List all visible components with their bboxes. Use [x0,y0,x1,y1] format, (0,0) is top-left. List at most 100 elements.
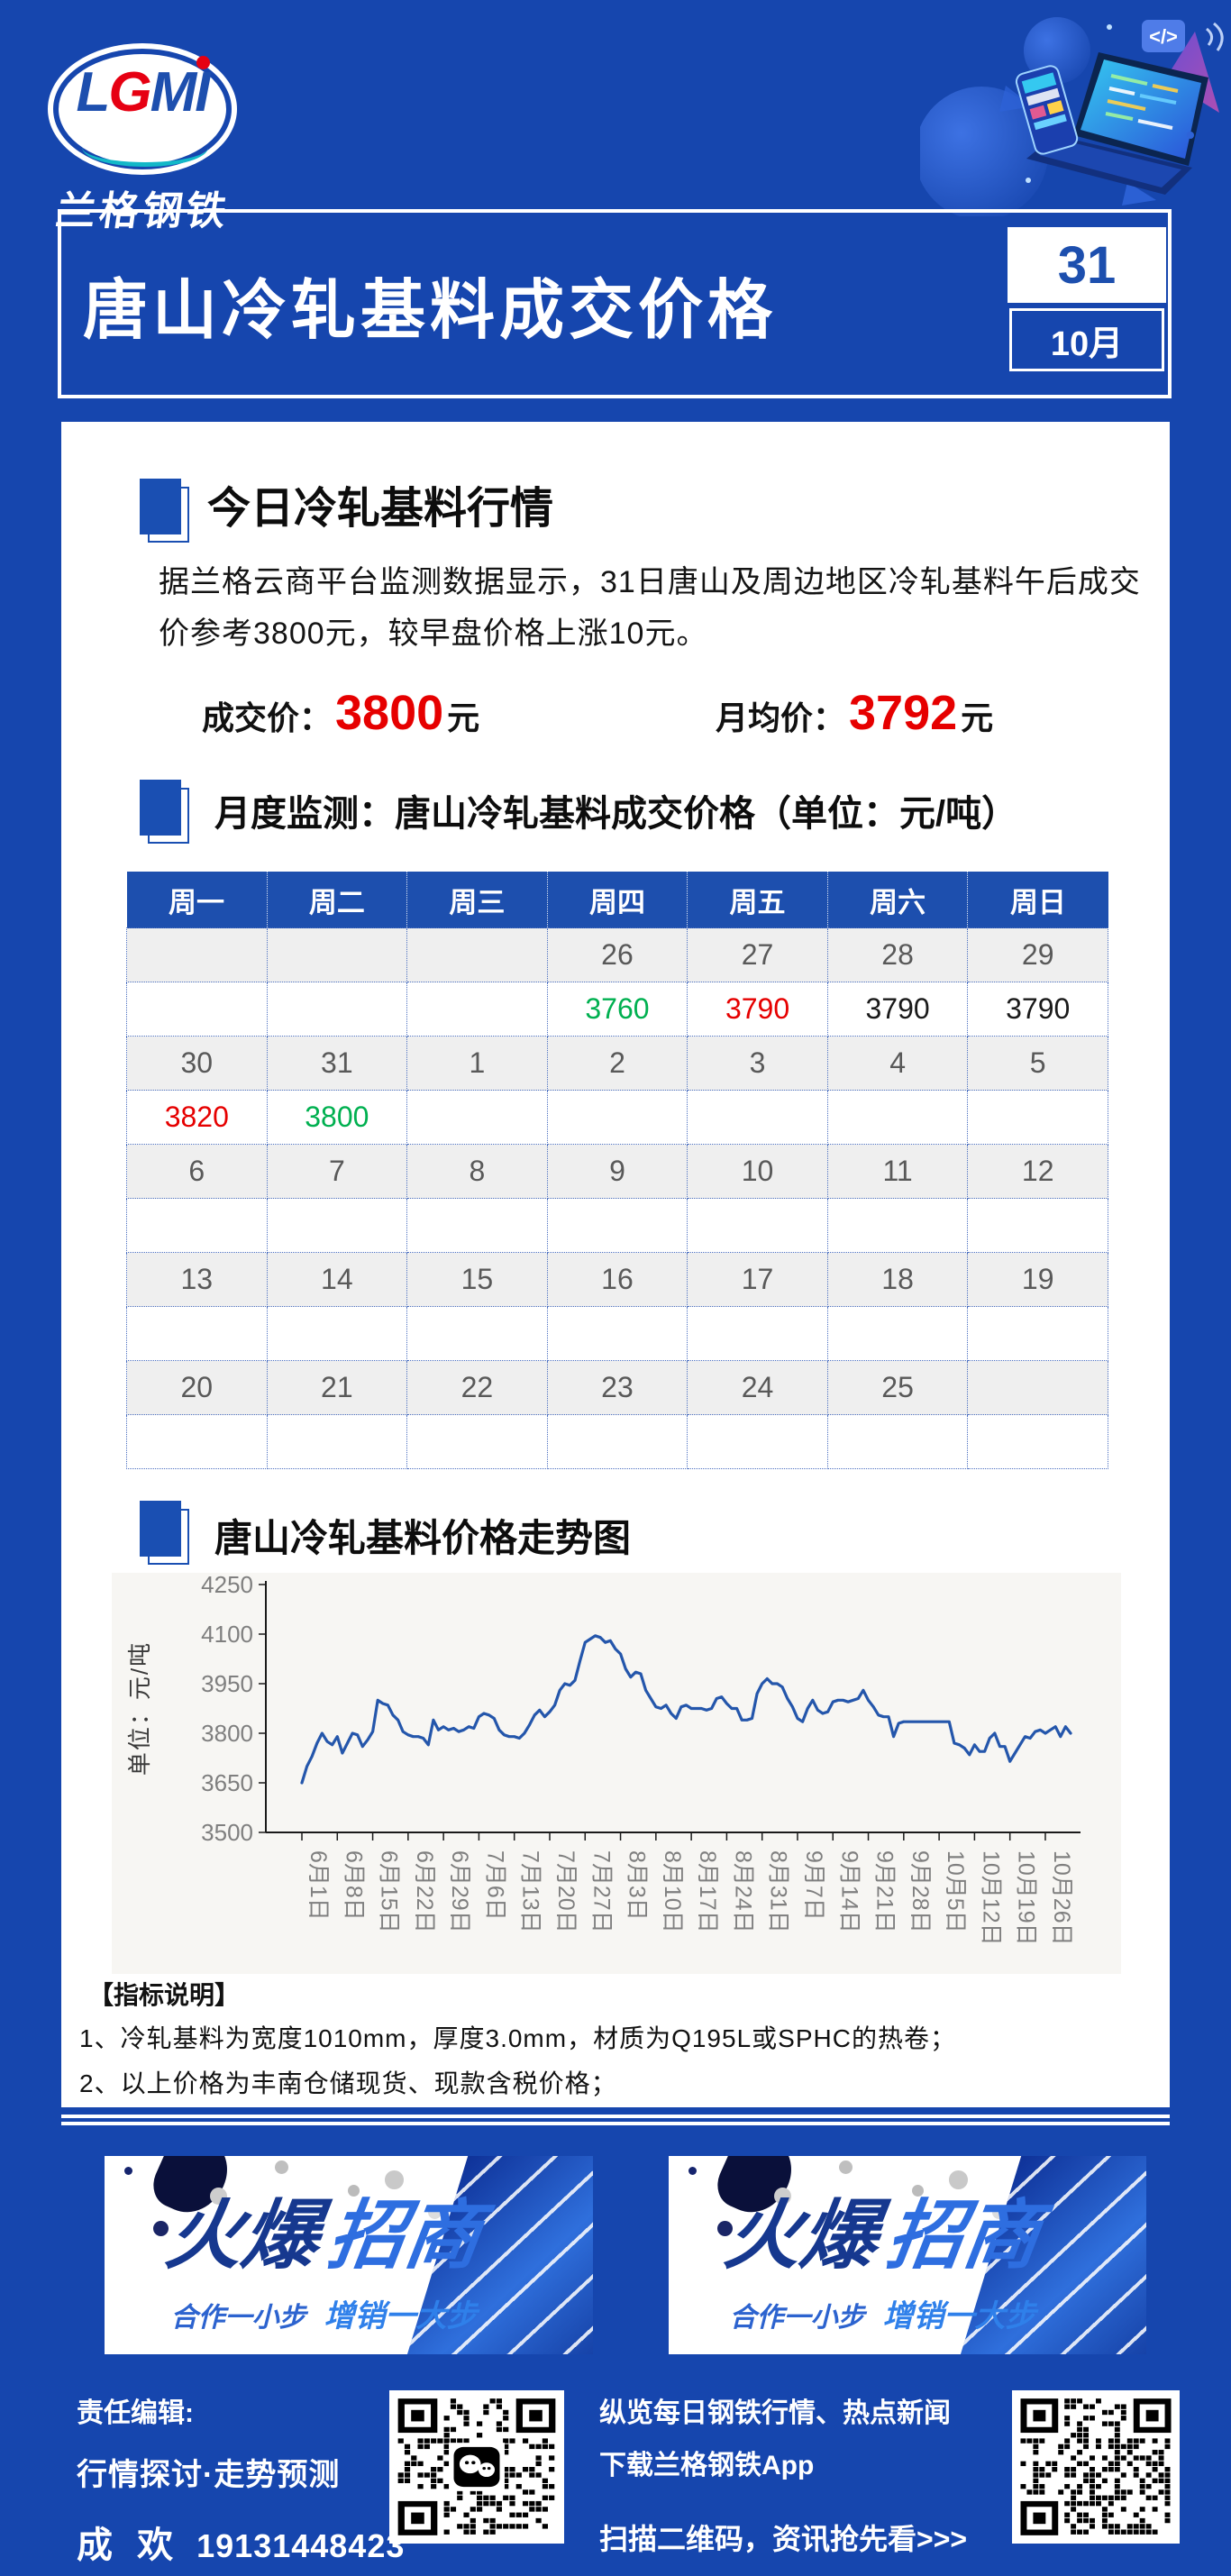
price-cell [826,1198,969,1253]
svg-text:10月5日: 10月5日 [943,1850,968,1933]
banner-subtitle-right: 增销一大步 [324,2299,478,2334]
splatter-dots [688,2167,697,2175]
date-cell: 31 [266,1036,408,1091]
svg-text:7月6日: 7月6日 [482,1850,507,1921]
price-cell [406,1306,548,1361]
monthly-price-table-wrap: 周一 周二 周三 周四 周五 周六 周日 26 27 28 29 3760 3790 3790 3790 3… [126,872,1108,1469]
price-cell [967,1090,1108,1145]
price-cell [406,982,548,1037]
date-cell: 27 [687,927,828,982]
banner-title-part1: 火爆 [719,2193,884,2278]
title-bar: 唐山冷轧基料成交价格 31 10月 [58,209,1172,398]
svg-text:3500: 3500 [201,1819,253,1846]
calendar-price-row [126,1414,1108,1469]
calendar-date-row: 6 7 8 9 10 11 12 [126,1144,1108,1199]
weekday-header-cell: 周四 [546,872,688,928]
price-cell [687,1198,828,1253]
note-item: 1、冷轧基料为宽度1010mm，厚度3.0mm，材质为Q195L或SPHC的热卷… [79,2024,956,2052]
date-cell: 22 [406,1360,548,1415]
section-bullet [140,780,189,844]
date-cell: 12 [967,1144,1108,1199]
date-cell: 7 [266,1144,408,1199]
date-cell [406,927,548,982]
weekday-header-cell: 周日 [967,872,1108,928]
date-cell: 30 [126,1036,268,1091]
calendar-date-row: 13 14 15 16 17 18 19 [126,1252,1108,1307]
avg-price-unit: 元 [961,699,994,736]
weekday-header-row: 周一 周二 周三 周四 周五 周六 周日 [126,872,1108,928]
price-cell [826,1090,969,1145]
date-cell: 15 [406,1252,548,1307]
price-cell: 3800 [266,1090,408,1145]
note-item: 2、以上价格为丰南仓储现货、现款含税价格； [79,2069,617,2097]
deal-price-group: 成交价： 3800 元 [202,685,479,741]
banner-subtitle-right: 增销一大步 [882,2299,1036,2334]
banner-title: 火爆招商 [105,2193,549,2278]
svg-text:9月7日: 9月7日 [801,1850,826,1921]
calendar-price-row [126,1198,1108,1253]
lgmi-logo: LGMI 兰格钢铁 [50,41,257,233]
svg-text:6月15日: 6月15日 [377,1850,402,1933]
banner-subtitle: 合作一小步 增销一大步 [105,2291,543,2335]
splatter-dots [124,2167,132,2175]
editor-name: 成 欢 [77,2526,181,2565]
deal-price-label: 成交价： [202,699,333,736]
svg-text:6月29日: 6月29日 [447,1850,472,1933]
date-cell: 26 [546,927,688,982]
date-cell: 11 [826,1144,969,1199]
logo-letter-i: I [195,61,210,123]
date-month-badge: 10月 [1009,308,1164,371]
section-title-today: 今日冷轧基料行情 [207,485,554,533]
price-cell [266,982,408,1037]
price-cell [546,1306,688,1361]
wechat-qr-code[interactable] [389,2390,564,2544]
calendar-date-row: 30 31 1 2 3 4 5 [126,1036,1108,1091]
price-cell [406,1090,548,1145]
svg-text:</>: </> [1149,25,1178,48]
svg-text:单位：元/吨: 单位：元/吨 [126,1641,153,1776]
date-cell: 1 [406,1036,548,1091]
banner-subtitle: 合作一小步 增销一大步 [669,2291,1097,2335]
trend-line-chart: 3500 3650 3800 3950 4100 4250 6月1日 6月8日 6月15日 6月2… [126,1573,1081,1946]
separator-stripe [61,2122,1170,2125]
price-cell [967,1198,1108,1253]
date-cell: 28 [826,927,969,982]
banner-title: 火爆招商 [669,2193,1102,2278]
svg-text:10月12日: 10月12日 [978,1850,1003,1946]
svg-text:6月22日: 6月22日 [412,1850,437,1933]
date-cell [967,1360,1108,1415]
date-cell [126,927,268,982]
monthly-price-table: 周一 周二 周三 周四 周五 周六 周日 26 27 28 29 3760 3790 3790 3790 3… [126,872,1108,1469]
promo-banner[interactable]: 火爆招商 合作一小步 增销一大步 [105,2156,593,2354]
price-cell [126,1414,268,1469]
separator-stripe [61,2115,1170,2118]
svg-text:8月17日: 8月17日 [695,1850,720,1933]
promo-banner[interactable]: 火爆招商 合作一小步 增销一大步 [669,2156,1146,2354]
date-cell: 18 [826,1252,969,1307]
svg-text:6月1日: 6月1日 [305,1850,331,1921]
date-cell: 3 [687,1036,828,1091]
weekday-header-cell: 周三 [406,872,548,928]
editor-contact: 成 欢 19131448423 [77,2516,405,2568]
banner-title-part1: 火爆 [160,2193,325,2278]
date-day-badge: 31 [1008,227,1166,303]
svg-text:9月28日: 9月28日 [907,1850,933,1933]
logo-letter-l: L [76,61,111,123]
price-cell [687,1414,828,1469]
date-cell: 25 [826,1360,969,1415]
date-cell: 19 [967,1252,1108,1307]
section-title-trend: 唐山冷轧基料价格走势图 [214,1517,632,1559]
svg-text:10月26日: 10月26日 [1049,1850,1074,1946]
svg-text:7月13日: 7月13日 [518,1850,543,1933]
price-cell [546,1414,688,1469]
promo-line: 纵览每日钢铁行情、热点新闻 [599,2398,951,2428]
page-title: 唐山冷轧基料成交价格 [83,274,778,347]
date-cell: 20 [126,1360,268,1415]
svg-text:8月31日: 8月31日 [766,1850,791,1933]
price-cell [126,1198,268,1253]
date-cell [266,927,408,982]
today-paragraph: 据兰格云商平台监测数据显示，31日唐山及周边地区冷轧基料午后成交价参考3800元… [159,565,1141,652]
app-qr-code[interactable] [1012,2390,1180,2544]
price-cell [126,982,268,1037]
